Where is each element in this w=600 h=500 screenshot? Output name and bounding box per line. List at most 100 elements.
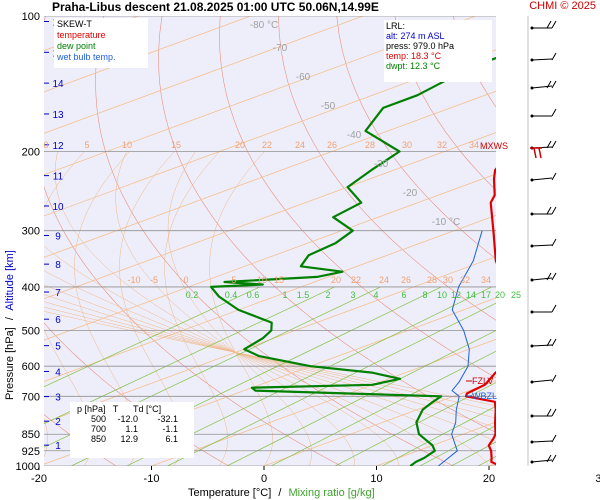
theta-label: -10: [127, 275, 140, 285]
theta-label: 24: [379, 275, 389, 285]
mxws-flag: [533, 147, 537, 159]
wind-barb-flag: [551, 272, 557, 281]
mixing-ratio-label: 0.2: [186, 290, 199, 300]
dry-adiabat: [44, 16, 342, 466]
y-tick-label: 100: [22, 11, 40, 23]
wind-barb: [530, 408, 557, 418]
mixing-ratio-label: 1: [282, 290, 287, 300]
wind-barb: [530, 108, 557, 118]
wind-barb: [530, 172, 557, 182]
wind-barb-staff: [531, 440, 553, 443]
theta-label: 22: [262, 140, 272, 150]
wbzl-label: WBZL: [472, 391, 497, 401]
altitude-tick-label: 3: [55, 393, 61, 404]
wind-barb: [530, 338, 557, 348]
y-tick-label: 200: [22, 146, 40, 158]
wind-barb-flag: [546, 20, 552, 29]
x-tick-label: 10: [370, 473, 382, 485]
theta-label: 15: [171, 140, 181, 150]
wind-barb-staff: [531, 379, 553, 383]
wind-barb-staff: [531, 459, 553, 463]
mixing-ratio-line: [44, 286, 381, 448]
mixing-ratio-line: [44, 286, 260, 388]
theta-label: 30: [443, 275, 453, 285]
wind-barb-staff: [531, 85, 553, 89]
theta-label: 32: [460, 275, 470, 285]
theta-label: 34: [481, 275, 491, 285]
wind-barb-flag: [551, 20, 557, 29]
isotherm: [44, 132, 496, 300]
mixing-ratio-line: [382, 405, 496, 466]
mixing-ratio-label: 20: [495, 290, 505, 300]
wind-barb: [530, 374, 557, 384]
altitude-tick-label: 12: [52, 141, 64, 152]
plot-area: [44, 16, 496, 466]
wind-barb-flag: [551, 52, 557, 61]
dry-adiabat: [570, 16, 600, 476]
levels-row: 700 1.1 -1.1: [90, 424, 178, 434]
fzlv-label: FZLV: [472, 376, 493, 386]
isotherm-label: -40: [347, 130, 362, 141]
mixing-ratio-line: [226, 330, 496, 466]
isotherm-label: -30: [374, 159, 389, 170]
theta-label: 32: [437, 140, 447, 150]
legend-heading: SKEW-T: [57, 19, 92, 29]
wind-barb-station: [530, 114, 534, 118]
altitude-tick-label: 9: [55, 231, 61, 242]
legend-dewpoint: dew point: [57, 41, 96, 51]
theta-label: 10: [257, 275, 267, 285]
mixing-ratio-label: 14: [466, 290, 476, 300]
y-tick-label: 600: [22, 361, 40, 373]
theta-label: 5: [231, 275, 236, 285]
wetbulb-line: [438, 230, 483, 466]
isotherm: [44, 214, 496, 382]
mixing-ratio-line: [167, 302, 496, 466]
x-tick-label: 30: [595, 473, 600, 485]
wind-barb-staff: [531, 177, 553, 181]
theta-label: 28: [427, 275, 437, 285]
mixing-ratio-line: [334, 382, 496, 466]
theta-label: 24: [295, 140, 305, 150]
wind-barb-station: [530, 86, 534, 90]
levels-row: 500 -12.0 -32.1: [90, 414, 178, 424]
isotherm-label: -60: [296, 72, 311, 83]
lrl-heading: LRL:: [386, 21, 406, 31]
dewpoint-line: [210, 56, 496, 466]
isotherm: [44, 16, 477, 176]
theta-label: 0: [183, 275, 188, 285]
levels-table-header: p [hPa] T Td [°C]: [72, 404, 162, 414]
dry-adiabat: [219, 16, 496, 379]
isotherm-label: -50: [321, 101, 336, 112]
copyright: CHMI © 2025: [529, 0, 596, 12]
altitude-tick-label: 1: [55, 441, 61, 452]
mixing-ratio-label: 25: [511, 290, 521, 300]
dry-adiabat: [278, 16, 496, 321]
mixing-ratio-line: [270, 350, 496, 466]
wind-barb-flag: [546, 338, 552, 347]
isotherm: [44, 16, 252, 93]
y-tick-label: 925: [22, 446, 40, 458]
isotherm: [44, 16, 365, 134]
wind-barb-staff: [531, 277, 553, 281]
wind-barb-flag: [551, 238, 557, 247]
theta-label: 20: [235, 140, 245, 150]
wind-barb: [530, 206, 557, 216]
y-tick-label: 300: [22, 226, 40, 238]
chart-title: Praha-Libus descent 21.08.2025 01:00 UTC…: [52, 0, 379, 14]
wind-barb-flag: [551, 206, 557, 215]
mixing-ratio-label: 12: [451, 290, 461, 300]
lrl-temp: temp: 18.3 °C: [386, 51, 442, 61]
theta-label: 0: [43, 140, 48, 150]
theta-label: 10: [122, 140, 132, 150]
mixing-ratio-label: 0.4: [225, 290, 238, 300]
legend-wetbulb: wet bulb temp.: [57, 52, 116, 62]
wind-barb: [530, 454, 557, 464]
mixing-ratio-label: 0.6: [247, 290, 260, 300]
wind-barb-flag: [546, 454, 552, 463]
lrl-press: press: 979.0 hPa: [386, 41, 455, 51]
isotherm: [150, 338, 496, 466]
y-tick-label: 500: [22, 326, 40, 338]
isotherm: [44, 297, 496, 465]
mixing-ratio-label: 2: [325, 290, 330, 300]
